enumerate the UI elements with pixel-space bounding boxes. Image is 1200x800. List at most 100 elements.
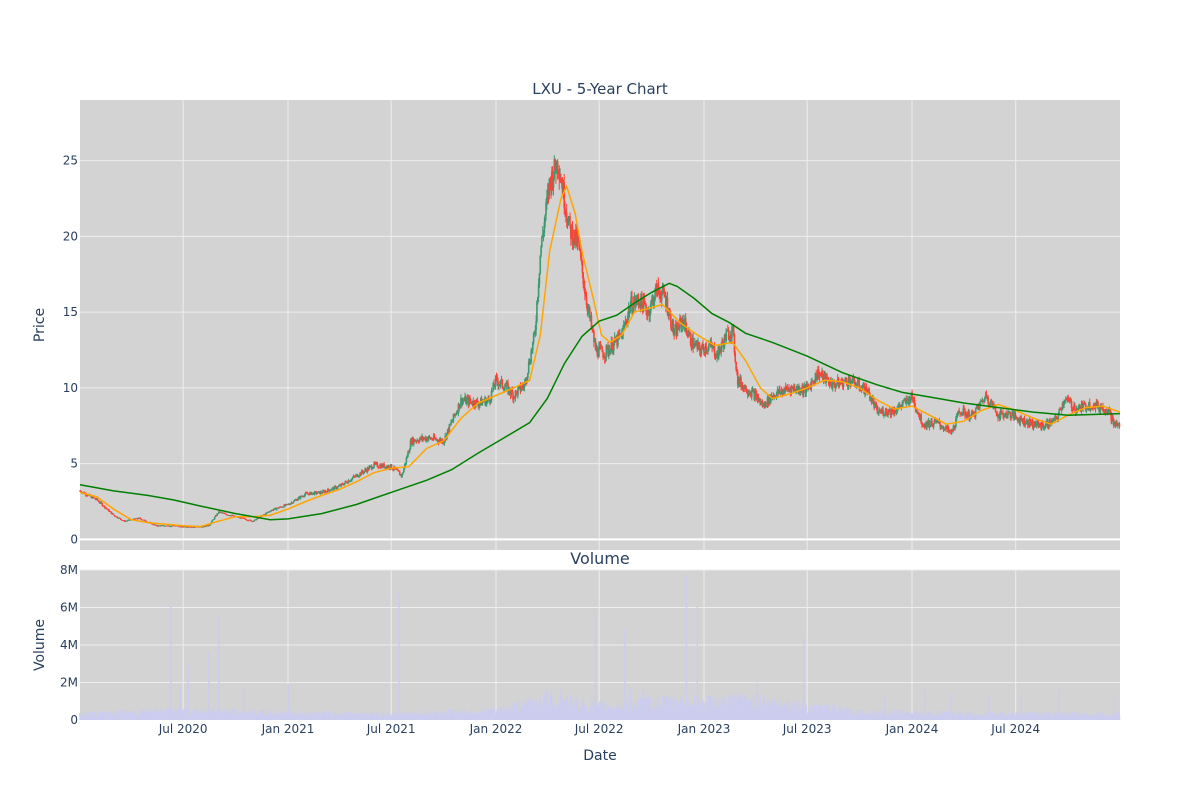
candle-body: [1077, 407, 1079, 411]
candle-body: [842, 381, 845, 388]
volume-bar: [304, 715, 307, 720]
volume-bar: [884, 709, 887, 720]
candle-body: [221, 512, 223, 514]
candle-body: [309, 491, 312, 493]
volume-bar: [314, 711, 317, 720]
candle-body: [223, 513, 226, 514]
candle-body: [141, 519, 144, 521]
candle-body: [443, 440, 446, 444]
candle-body: [936, 420, 939, 421]
candle-body: [391, 468, 394, 470]
volume-bar: [502, 709, 504, 720]
volume-bar: [534, 702, 536, 720]
volume-bar: [290, 711, 293, 720]
candle-body: [356, 474, 358, 476]
candle-body: [769, 394, 771, 403]
volume-bar: [400, 714, 403, 720]
volume-bar: [794, 710, 796, 720]
candle-body: [901, 403, 903, 405]
candle-body: [568, 216, 570, 220]
volume-bar: [535, 707, 537, 720]
volume-bar: [805, 705, 808, 720]
volume-bar: [109, 714, 111, 720]
volume-bar: [369, 715, 371, 720]
volume-bar: [923, 715, 926, 720]
volume-bar: [861, 714, 864, 720]
volume-bar: [1093, 714, 1096, 720]
volume-bar: [866, 714, 869, 720]
candle-body: [704, 346, 707, 354]
volume-bar: [99, 711, 102, 720]
volume-bar: [705, 706, 708, 720]
candle-body: [1102, 410, 1105, 412]
volume-bar: [144, 713, 146, 720]
volume-bar: [134, 712, 137, 720]
candle-body: [1004, 413, 1007, 415]
volume-bar: [1113, 712, 1116, 720]
candle-body: [577, 236, 580, 241]
candle-body: [598, 345, 601, 347]
candle-body: [219, 512, 222, 513]
volume-bar: [894, 713, 897, 720]
volume-bar: [451, 715, 453, 720]
volume-bar: [114, 714, 116, 720]
candle-body: [828, 383, 831, 386]
candle-body: [467, 397, 470, 405]
volume-bar: [884, 697, 886, 720]
volume-bar: [801, 699, 803, 720]
candle-body: [1078, 404, 1080, 408]
volume-bar: [188, 713, 190, 720]
candle-body: [1036, 420, 1039, 423]
volume-bar: [118, 712, 121, 720]
volume-bar: [832, 704, 834, 720]
candle-body: [495, 376, 498, 378]
candle-body: [530, 350, 532, 363]
candle-body: [442, 443, 445, 445]
volume-bar: [384, 716, 386, 720]
candle-body: [548, 178, 551, 196]
volume-bar: [1013, 715, 1016, 720]
candle-body: [832, 381, 835, 383]
candle-body: [1020, 416, 1022, 420]
candle-body: [475, 399, 478, 401]
candle-body: [800, 391, 803, 393]
candle-body: [560, 183, 563, 185]
volume-bar: [180, 708, 183, 720]
volume-bar: [1087, 715, 1089, 720]
volume-bar: [101, 712, 104, 720]
price-plot-area[interactable]: [80, 100, 1120, 550]
volume-bar: [195, 708, 198, 720]
volume-bar: [264, 715, 266, 720]
volume-bar: [546, 690, 548, 720]
candle-body: [665, 296, 667, 306]
volume-bar: [594, 615, 597, 720]
candle-body: [266, 512, 269, 514]
candle-body: [736, 369, 738, 372]
volume-bar: [744, 693, 746, 720]
volume-bar: [443, 715, 446, 720]
candle-body: [982, 399, 984, 402]
candle-body: [1046, 421, 1049, 427]
volume-bar: [323, 713, 326, 720]
volume-bar: [125, 715, 127, 720]
candle-body: [587, 309, 589, 312]
volume-bar: [708, 695, 710, 720]
candle-body: [289, 504, 291, 506]
candle-body: [637, 299, 640, 305]
volume-bar: [501, 712, 503, 720]
volume-bar: [1106, 716, 1108, 720]
candle-body: [986, 396, 989, 399]
candle-body: [974, 408, 977, 417]
volume-bars: [79, 575, 1121, 720]
volume-bar: [1067, 711, 1069, 720]
volume-bar: [398, 592, 400, 720]
volume-bar: [1032, 712, 1034, 720]
candle-body: [674, 325, 677, 329]
volume-bar: [292, 713, 294, 720]
volume-bar: [812, 706, 814, 720]
volume-bar: [600, 700, 603, 720]
candle-body: [830, 380, 832, 387]
candle-body: [619, 333, 622, 335]
